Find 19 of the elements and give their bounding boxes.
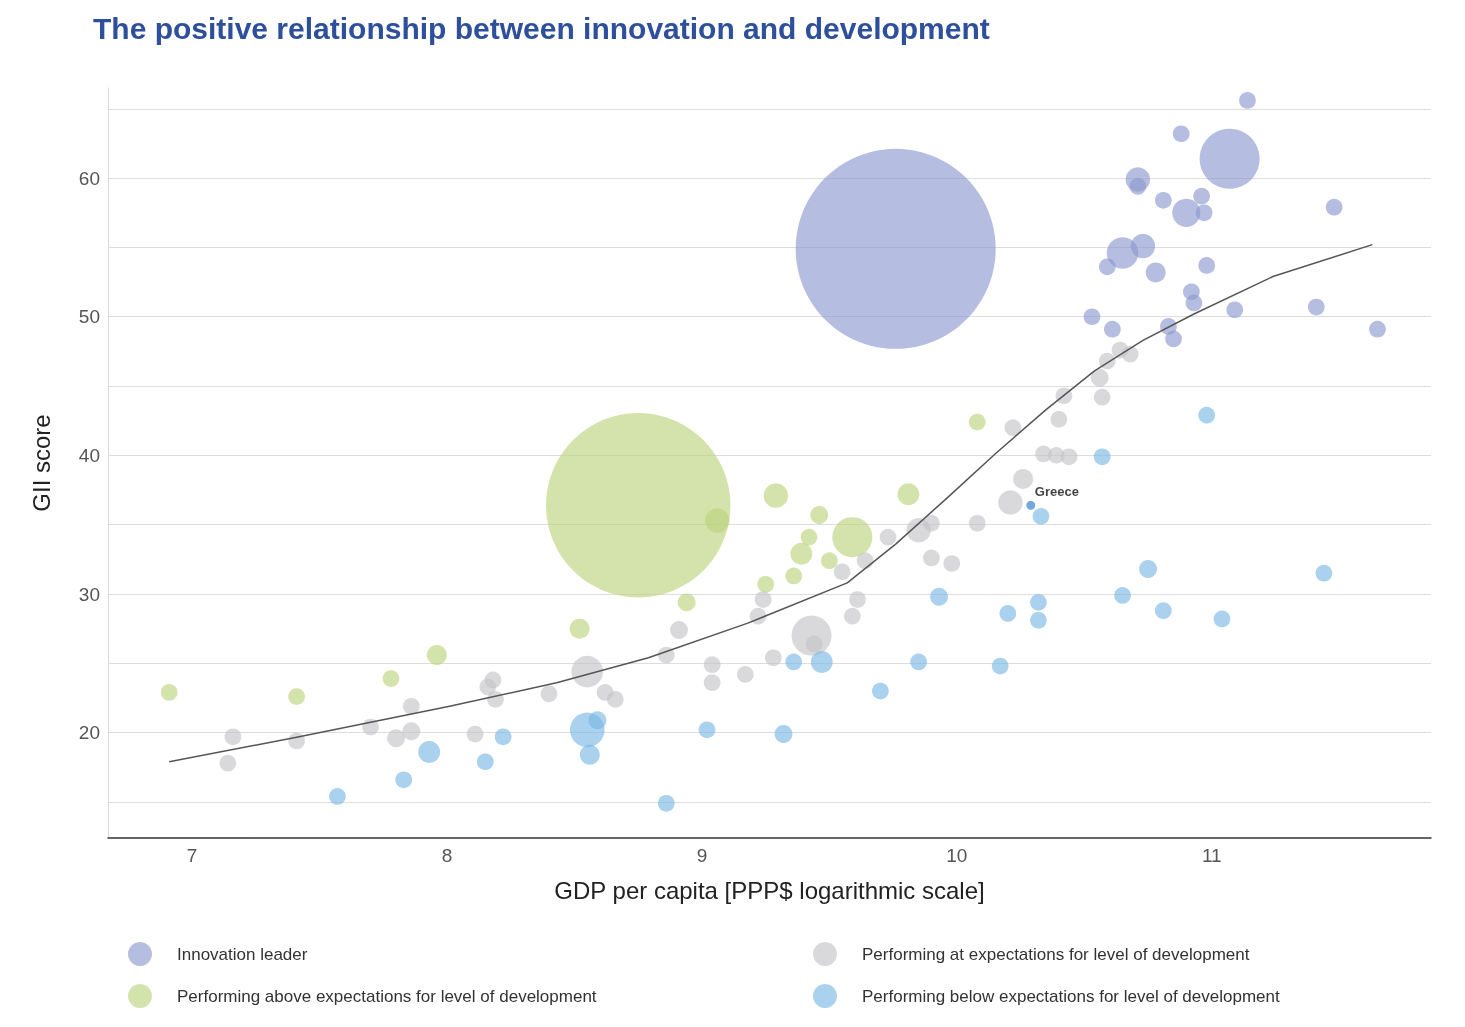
legend-label: Performing below expectations for level of development xyxy=(862,986,1280,1006)
x-tick-label: 11 xyxy=(1201,845,1222,866)
x-tick-label: 9 xyxy=(696,845,708,866)
x-axis-title: GDP per capita [PPP$ logarithmic scale] xyxy=(554,876,985,904)
x-tick-label: 7 xyxy=(186,845,198,866)
legend-label: Innovation leader xyxy=(177,944,308,964)
annotation: Greece xyxy=(1034,483,1079,499)
y-tick-label: 60 xyxy=(78,167,100,189)
y-tick-label: 40 xyxy=(78,444,100,466)
line-series xyxy=(168,243,1374,763)
chart-title: The positive relationship between innovation and development xyxy=(93,11,990,45)
legend-label: Performing at expectations for level of development xyxy=(862,944,1250,964)
legend-label: Performing above expectations for level of development xyxy=(177,986,597,1006)
x-tick-label: 8 xyxy=(441,845,453,866)
y-tick-label: 50 xyxy=(78,306,100,328)
y-axis-title: GII score xyxy=(27,414,55,512)
y-tick-label: 20 xyxy=(78,722,100,744)
y-tick-label: 30 xyxy=(78,583,100,605)
x-tick-label: 10 xyxy=(946,845,968,866)
